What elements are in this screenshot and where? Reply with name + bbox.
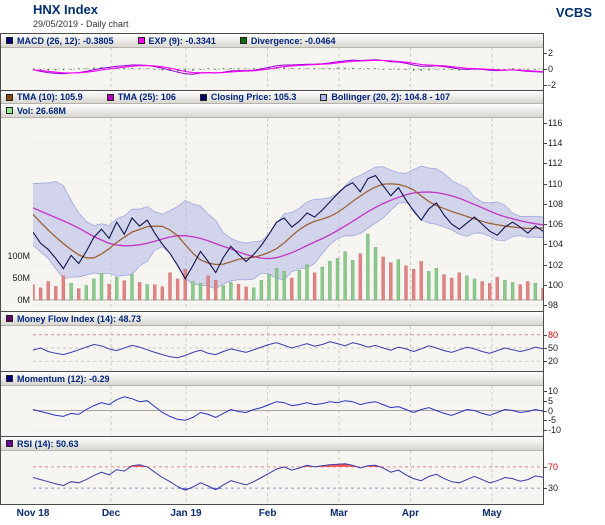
y-tick-label: 104 xyxy=(548,239,564,249)
rsi-chart xyxy=(33,451,543,504)
momentum-chart xyxy=(33,386,543,435)
price-legend-row1: TMA (10): 105.9 TMA (25): 106 Closing Pric… xyxy=(1,91,543,104)
legend-label: MACD (26, 12): -0.3805 xyxy=(17,35,114,46)
y-tick-label: 110 xyxy=(548,179,563,189)
y-tick-label: 20 xyxy=(548,356,559,366)
legend-item: Closing Price: 105.3 xyxy=(199,92,297,102)
legend-color-chip xyxy=(6,440,13,447)
momentum-legend: Momentum (12): -0.29 xyxy=(1,372,543,386)
legend-label: TMA (10): 105.9 xyxy=(17,92,83,102)
legend-item: MACD (26, 12): -0.3805 xyxy=(6,36,114,46)
legend-color-chip xyxy=(6,37,13,44)
legend-color-chip xyxy=(6,93,13,101)
y-tick-label: 114 xyxy=(548,138,563,148)
legend-label: Bollinger (20, 2): 104.8 - 107 xyxy=(331,92,450,102)
y-tick-label: 80 xyxy=(548,330,559,340)
x-axis-label: Apr xyxy=(401,508,420,519)
brand-logo: VCBS xyxy=(555,5,592,20)
legend-color-chip xyxy=(6,375,13,382)
y-tick-label: 50 xyxy=(548,343,559,353)
y-tick-label: 108 xyxy=(548,199,564,209)
legend-item: Vol: 26.68M xyxy=(6,106,66,116)
macd-chart xyxy=(33,48,543,90)
x-axis-label: Jan 19 xyxy=(170,508,202,519)
legend-item: EXP (9): -0.3341 xyxy=(137,35,216,46)
y-tick-label: 106 xyxy=(548,219,564,229)
y-tick-label: 2 xyxy=(548,48,554,58)
money-flow-index-chart xyxy=(33,326,543,370)
panel-separator xyxy=(0,90,544,91)
legend-label: RSI (14): 50.63 xyxy=(17,438,79,449)
legend-item: RSI (14): 50.63 xyxy=(6,439,79,449)
y-tick-label: 0 xyxy=(548,64,554,74)
x-axis-label: Dec xyxy=(101,508,121,519)
macd-legend: MACD (26, 12): -0.3805 EXP (9): -0.3341 Di… xyxy=(1,34,543,48)
legend-item: Divergence: -0.0464 xyxy=(239,35,336,46)
y-tick-label: 102 xyxy=(548,260,564,270)
page-title: HNX Index xyxy=(33,2,99,17)
x-axis-label: Feb xyxy=(258,508,277,519)
y-tick-label: 70 xyxy=(548,462,559,472)
x-axis-label: Nov 18 xyxy=(16,508,50,519)
y-tick-label: -10 xyxy=(548,425,562,435)
legend-item: Momentum (12): -0.29 xyxy=(6,374,110,384)
x-axis-label: Mar xyxy=(330,508,348,519)
y-tick-label: 98 xyxy=(548,300,559,310)
legend-label: Closing Price: 105.3 xyxy=(210,92,297,102)
legend-label: TMA (25): 106 xyxy=(117,92,176,102)
y-tick-label: -5 xyxy=(548,415,557,425)
legend-item: TMA (10): 105.9 xyxy=(6,92,83,102)
chart-date-subtitle: 29/05/2019 - Daily chart xyxy=(33,19,129,29)
legend-label: Vol: 26.68M xyxy=(17,105,66,116)
legend-label: Momentum (12): -0.29 xyxy=(17,373,110,384)
panel-separator xyxy=(0,311,544,312)
legend-color-chip xyxy=(6,107,13,114)
mfi-legend: Money Flow Index (14): 48.73 xyxy=(1,312,543,326)
y-tick-label: -2 xyxy=(548,80,557,90)
legend-item: TMA (25): 106 xyxy=(106,92,176,102)
legend-label: Money Flow Index (14): 48.73 xyxy=(17,313,142,324)
legend-color-chip xyxy=(106,93,114,101)
y-tick-label: 116 xyxy=(548,118,563,128)
y-tick-label: 100 xyxy=(548,280,564,290)
price-legend-row2: Vol: 26.68M xyxy=(1,104,543,118)
legend-color-chip xyxy=(199,93,207,101)
price-chart xyxy=(33,118,543,310)
legend-item: Bollinger (20, 2): 104.8 - 107 xyxy=(320,92,450,102)
legend-label: EXP (9): -0.3341 xyxy=(148,35,216,46)
y-tick-label: 5 xyxy=(548,396,554,406)
legend-color-chip xyxy=(320,93,328,101)
y-tick-label: 30 xyxy=(548,483,559,493)
panel-separator xyxy=(0,371,544,372)
legend-color-chip xyxy=(137,37,145,44)
x-axis-label: May xyxy=(482,508,502,519)
legend-label: Divergence: -0.0464 xyxy=(250,35,336,46)
legend-color-chip xyxy=(6,315,13,322)
y-tick-label: 0 xyxy=(548,406,554,416)
legend-color-chip xyxy=(239,37,247,44)
rsi-legend: RSI (14): 50.63 xyxy=(1,437,543,451)
panel-separator xyxy=(0,436,544,437)
y-tick-label: 10 xyxy=(548,386,559,396)
x-axis: Nov 18 Dec Jan 19 Feb Mar Apr May xyxy=(0,505,605,525)
y-tick-label: 112 xyxy=(548,158,563,168)
legend-item: Money Flow Index (14): 48.73 xyxy=(6,314,141,324)
